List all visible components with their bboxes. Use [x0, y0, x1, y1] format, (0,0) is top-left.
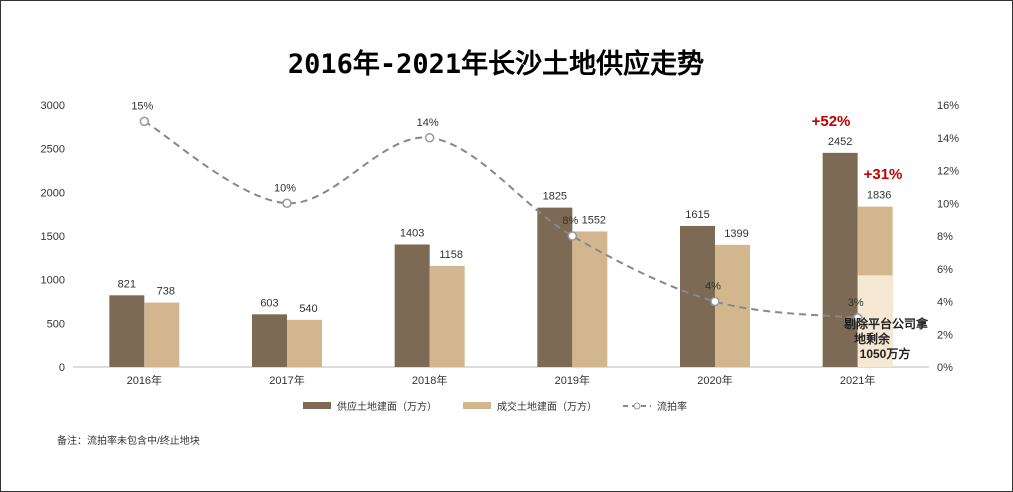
- rate-point: [139, 116, 150, 127]
- bar-value-label: 821: [118, 278, 136, 290]
- rate-label: 4%: [705, 281, 721, 293]
- bar-supply: [822, 152, 858, 367]
- rate-point: [567, 231, 578, 241]
- bar-deal: [144, 302, 180, 367]
- legend-swatch: [303, 402, 331, 409]
- rate-line-path: [143, 120, 858, 319]
- legend: 供应土地建面（万方） 成交土地建面（万方） 流拍率: [303, 400, 687, 413]
- x-tick-label: 2020年: [697, 373, 732, 387]
- callout-line-1: 剔除平台公司拿: [843, 316, 929, 331]
- footnote: 备注：流拍率未包含中/终止地块: [57, 434, 200, 447]
- growth-supply-label: +52%: [812, 113, 851, 130]
- x-tick-label: 2017年: [269, 373, 304, 387]
- bars: [109, 152, 893, 367]
- rate-label: 15%: [131, 100, 153, 112]
- rate-label: 10%: [274, 182, 296, 194]
- bar-value-label: 540: [299, 303, 317, 315]
- y-left-tick-label: 0: [59, 362, 65, 374]
- chart-title: 2016年-2021年长沙土地供应走势: [288, 48, 704, 80]
- bar-value-label: 1836: [867, 190, 891, 202]
- bar-value-label: 1825: [543, 191, 567, 203]
- x-tick-label: 2019年: [555, 373, 590, 387]
- callout-line-3: 1050万方: [860, 346, 911, 361]
- y-left-tick-label: 2500: [41, 144, 65, 156]
- legend-swatch: [463, 402, 491, 409]
- y-left-tick-label: 1000: [41, 275, 65, 287]
- legend-label: 流拍率: [657, 400, 687, 413]
- rate-label: 14%: [417, 117, 439, 129]
- legend-label: 供应土地建面（万方）: [337, 400, 437, 413]
- bar-supply: [252, 314, 287, 367]
- x-tick-label: 2021年: [840, 373, 875, 387]
- bar-value-label: 738: [157, 286, 175, 298]
- rate-point: [424, 133, 435, 143]
- y-right-tick-label: 0%: [937, 362, 953, 374]
- bar-value-label: 1399: [724, 228, 748, 240]
- y-right-tick-label: 4%: [937, 297, 953, 309]
- growth-deal-label: +31%: [864, 166, 903, 183]
- y-right-tick-label: 12%: [937, 166, 959, 178]
- x-tick-label: 2018年: [412, 373, 447, 387]
- y-right-tick-label: 8%: [937, 231, 953, 243]
- annotations: +52% +31% 剔除平台公司拿 地剩余 1050万方: [812, 113, 929, 361]
- y-left-tick-label: 3000: [41, 100, 65, 112]
- y-right-tick-label: 10%: [937, 198, 959, 210]
- bar-deal: [287, 319, 322, 367]
- bar-value-label: 1615: [685, 209, 709, 221]
- legend-label: 成交土地建面（万方）: [497, 400, 597, 413]
- y-right-tick-label: 2%: [937, 329, 953, 341]
- y-right-tick-label: 6%: [937, 264, 953, 276]
- legend-marker: [633, 402, 641, 410]
- bar-supply: [109, 295, 145, 367]
- callout-line-2: 地剩余: [854, 331, 891, 346]
- bar-supply: [537, 207, 573, 367]
- bar-value-label: 1403: [400, 227, 424, 239]
- rate-point: [710, 296, 720, 307]
- data-labels: 821 738 603 540 1403 1158 1825 1552 1615 1399 2452…: [118, 100, 892, 314]
- y-right-tick-label: 16%: [937, 100, 959, 112]
- bar-value-label: 1158: [439, 249, 463, 261]
- bar-deal: [429, 265, 465, 367]
- bar-value-label: 603: [260, 297, 278, 309]
- x-tick-label: 2016年: [127, 373, 162, 387]
- y-left-tick-label: 500: [47, 318, 65, 330]
- bar-deal: [572, 231, 608, 367]
- bar-supply: [394, 244, 430, 367]
- rate-label: 8%: [562, 215, 578, 227]
- rate-line: [139, 116, 863, 323]
- y-left-tick-label: 2000: [41, 187, 65, 199]
- rate-label: 3%: [848, 297, 864, 309]
- rate-point: [852, 313, 863, 323]
- bar-value-label: 2452: [828, 136, 852, 148]
- y-left-tick-label: 1500: [41, 231, 65, 243]
- bar-value-label: 1552: [582, 214, 606, 226]
- y-right-tick-label: 14%: [937, 133, 959, 145]
- rate-point: [282, 198, 292, 208]
- axes: 0 500 1000 1500 2000 2500 3000 0% 2% 4% 6% 8% 10% 12%…: [41, 100, 960, 387]
- remaining-land-segment: [857, 275, 893, 367]
